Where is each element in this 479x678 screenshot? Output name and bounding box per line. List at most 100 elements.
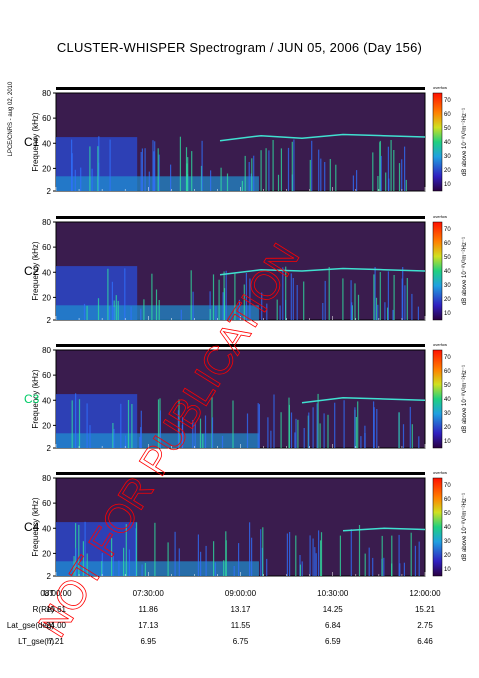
emission-burst xyxy=(404,285,406,320)
emission-burst xyxy=(293,139,295,191)
emission-burst xyxy=(288,397,290,448)
colorbar-tick-label: 20 xyxy=(444,168,451,174)
y-tick-label: 20 xyxy=(42,549,51,558)
emission-burst xyxy=(113,428,115,448)
colorbar-header: overfow xyxy=(433,342,447,347)
emission-burst xyxy=(329,159,331,191)
ephemeris-value: 12:00:00 xyxy=(409,589,441,598)
emission-burst xyxy=(258,404,260,448)
emission-burst xyxy=(233,566,235,576)
emission-burst xyxy=(324,280,326,320)
y-tick-label: 60 xyxy=(42,243,51,252)
emission-burst xyxy=(328,267,330,320)
emission-burst xyxy=(398,534,400,576)
emission-burst xyxy=(354,407,356,448)
emission-burst xyxy=(225,540,227,576)
emission-burst xyxy=(213,541,215,576)
emission-burst xyxy=(257,403,259,448)
ephemeris-row-label: R(Re) xyxy=(32,605,54,614)
ephemeris-value: 6.84 xyxy=(324,621,341,630)
emission-burst xyxy=(355,417,357,448)
ephemeris-value: 6.95 xyxy=(140,637,157,646)
emission-burst xyxy=(291,141,293,191)
emission-burst xyxy=(343,400,345,448)
emission-burst xyxy=(418,436,420,448)
emission-burst xyxy=(78,399,81,448)
emission-burst xyxy=(209,291,211,320)
emission-burst xyxy=(253,155,255,191)
emission-burst xyxy=(404,146,406,191)
colorbar-tick-label: 70 xyxy=(444,227,451,233)
emission-burst xyxy=(379,142,381,191)
spacecraft-label: C4 xyxy=(24,520,40,534)
emission-burst xyxy=(317,393,319,448)
panel-c4: 2 20 40 60 80 Frequency (kHz)C4 overfow 10 20 30 4… xyxy=(24,470,468,581)
emission-burst xyxy=(350,280,352,320)
emission-burst xyxy=(127,400,130,448)
colorbar-label: dB above 10⁻⁸V²m⁻²Hz⁻¹ xyxy=(461,237,468,305)
y-tick-label: 60 xyxy=(42,371,51,380)
ephemeris-value: 10.61 xyxy=(45,605,67,614)
panel-c2: 2 20 40 60 80 Frequency (kHz)C2 overfow 10 20 30 4… xyxy=(24,214,468,325)
emission-burst xyxy=(214,562,216,576)
status-bar xyxy=(56,472,425,475)
emission-burst xyxy=(191,151,193,191)
y-tick-label: 60 xyxy=(42,499,51,508)
emission-burst xyxy=(357,294,360,320)
emission-burst xyxy=(373,274,375,320)
colorbar-tick-label: 20 xyxy=(444,553,451,559)
colorbar-tick-label: 70 xyxy=(444,483,451,489)
emission-burst xyxy=(364,553,366,576)
emission-burst xyxy=(324,162,326,191)
colorbar-tick-label: 40 xyxy=(444,397,451,403)
emission-burst xyxy=(140,308,142,320)
emission-burst xyxy=(215,305,217,320)
emission-burst xyxy=(390,140,392,191)
emission-burst xyxy=(102,563,104,576)
ephemeris-value: 24.00 xyxy=(45,621,67,630)
emission-burst xyxy=(108,306,110,320)
emission-burst xyxy=(385,172,387,191)
emission-burst xyxy=(342,278,344,320)
emission-burst xyxy=(301,561,303,576)
emission-burst xyxy=(98,136,100,191)
low-freq-band xyxy=(56,433,259,448)
emission-burst xyxy=(154,522,156,576)
emission-burst xyxy=(285,266,287,320)
emission-burst xyxy=(187,157,189,191)
emission-burst xyxy=(204,415,207,448)
emission-burst xyxy=(350,529,352,576)
spacecraft-label: C2 xyxy=(24,264,40,278)
emission-burst xyxy=(170,164,172,191)
ephemeris-value: 2.75 xyxy=(417,621,433,630)
emission-burst xyxy=(320,540,322,576)
ephemeris-value: 6.59 xyxy=(324,637,341,646)
y-tick-label: 2 xyxy=(47,444,52,453)
emission-burst xyxy=(199,418,202,448)
emission-burst xyxy=(112,423,114,448)
emission-burst xyxy=(351,302,353,320)
emission-burst xyxy=(205,545,207,576)
emission-line xyxy=(342,527,426,532)
emission-burst xyxy=(130,306,132,320)
emission-burst xyxy=(320,532,323,576)
emission-burst xyxy=(380,155,382,191)
emission-burst xyxy=(261,292,263,320)
emission-burst xyxy=(249,278,251,320)
emission-burst xyxy=(212,274,215,320)
emission-burst xyxy=(376,409,378,448)
low-freq-band xyxy=(56,305,259,320)
emission-burst xyxy=(418,541,420,576)
y-axis-label: Frequency (kHz) xyxy=(31,241,40,300)
ephemeris-row-label: Lat_gse(deg) xyxy=(6,621,54,630)
emission-burst xyxy=(71,400,73,448)
emission-burst xyxy=(101,561,103,576)
emission-burst xyxy=(316,403,318,448)
colorbar-tick-label: 10 xyxy=(444,311,451,317)
emission-burst xyxy=(144,563,146,576)
emission-burst xyxy=(384,302,386,320)
emission-line xyxy=(219,133,426,142)
emission-burst xyxy=(335,164,337,191)
emission-burst xyxy=(409,406,411,448)
emission-burst xyxy=(243,284,245,320)
